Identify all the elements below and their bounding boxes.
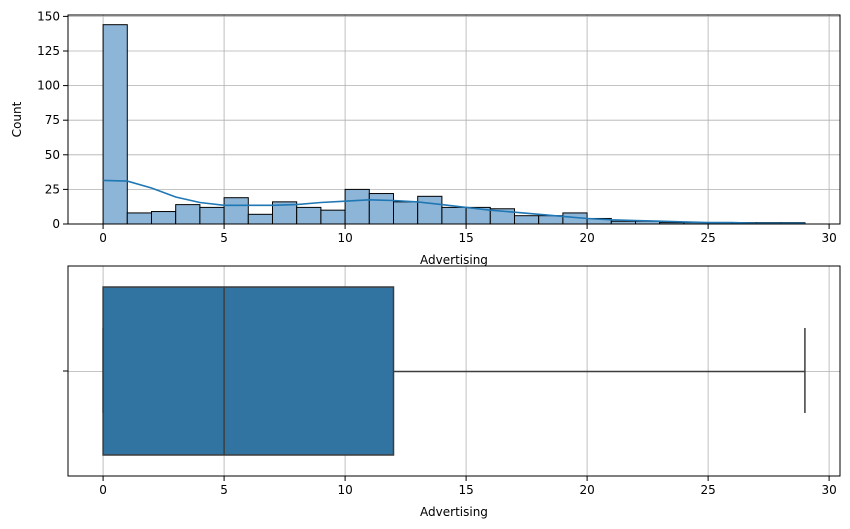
histogram-bar xyxy=(392,201,419,225)
histogram-bar xyxy=(126,212,152,225)
h-xtick-label: 15 xyxy=(458,231,473,245)
histogram-bar xyxy=(223,197,249,225)
h-ytick-label: 25 xyxy=(45,182,60,196)
b-xtick-label: 10 xyxy=(337,483,352,497)
box-iqr xyxy=(102,286,395,456)
histogram-bar xyxy=(417,195,443,225)
h-ytick-label: 150 xyxy=(37,9,60,23)
histogram-bar xyxy=(150,211,177,225)
histogram-bar xyxy=(102,24,128,225)
h-xtick-label: 5 xyxy=(220,231,228,245)
histogram-bar xyxy=(296,206,322,225)
histogram-bar xyxy=(514,215,540,225)
b-xtick-label: 15 xyxy=(458,483,473,497)
h-xtick-label: 30 xyxy=(821,231,836,245)
b-xtick-label: 0 xyxy=(99,483,107,497)
boxplot-x-label: Advertising xyxy=(420,505,488,519)
h-ytick-label: 125 xyxy=(37,44,60,58)
kde-curve xyxy=(103,179,805,225)
b-xtick-label: 20 xyxy=(579,483,594,497)
b-xtick-label: 30 xyxy=(821,483,836,497)
h-xtick-label: 0 xyxy=(99,231,107,245)
h-ytick-label: 100 xyxy=(37,79,60,93)
histogram-bar xyxy=(538,215,564,225)
histogram-x-label: Advertising xyxy=(420,253,488,267)
histogram-y-label: Count xyxy=(10,101,24,137)
histogram-bar xyxy=(175,204,201,225)
boxplot-panel: 0 5 10 15 20 25 30 Advertising xyxy=(63,265,841,519)
histogram-bar xyxy=(199,206,225,225)
b-xtick-label: 5 xyxy=(220,483,228,497)
histogram-bar xyxy=(344,188,370,225)
histogram-panel: 0 5 10 15 20 25 30 0 25 50 75 100 125 150 Advertisin… xyxy=(10,9,841,267)
histogram-axes-frame xyxy=(67,14,841,225)
b-xtick-label: 25 xyxy=(700,483,715,497)
h-xtick-label: 20 xyxy=(579,231,594,245)
histogram-bar xyxy=(368,193,394,225)
histogram-bar xyxy=(441,206,467,225)
h-xtick-label: 25 xyxy=(700,231,715,245)
h-xtick-label: 10 xyxy=(337,231,352,245)
histogram-bar xyxy=(320,209,346,225)
histogram-bars xyxy=(102,24,806,225)
h-ytick-label: 50 xyxy=(45,148,60,162)
histogram-x-ticks: 0 5 10 15 20 25 30 xyxy=(99,224,837,245)
boxplot xyxy=(102,286,806,456)
histogram-y-ticks: 0 25 50 75 100 125 150 xyxy=(37,9,68,231)
histogram-bar xyxy=(247,213,273,225)
histogram-gridlines xyxy=(68,15,840,225)
h-ytick-label: 75 xyxy=(45,113,60,127)
h-ytick-label: 0 xyxy=(52,217,60,231)
boxplot-x-ticks: 0 5 10 15 20 25 30 xyxy=(99,476,837,497)
